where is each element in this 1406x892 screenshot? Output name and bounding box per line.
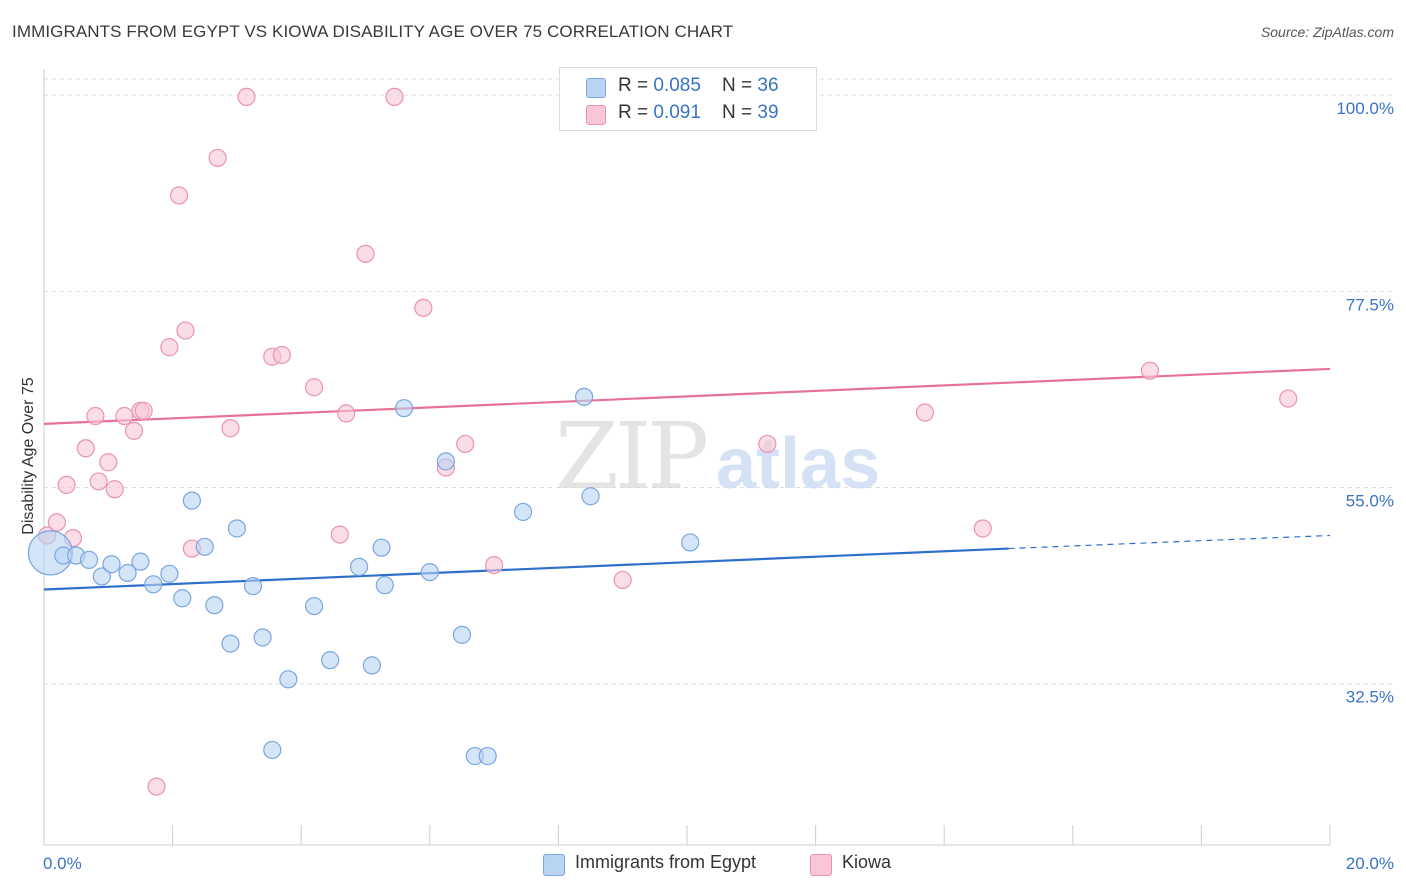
point-egypt xyxy=(304,596,324,616)
point-egypt xyxy=(182,491,201,510)
point-egypt xyxy=(144,575,163,594)
point-kiowa xyxy=(272,345,292,365)
point-kiowa xyxy=(613,570,632,590)
point-kiowa xyxy=(758,434,777,454)
point-kiowa xyxy=(456,434,475,454)
point-egypt xyxy=(452,625,472,644)
point-kiowa xyxy=(115,406,134,426)
point-kiowa xyxy=(221,419,240,438)
point-egypt xyxy=(173,589,192,608)
point-egypt xyxy=(227,519,246,538)
bottom-legend-swatch-pink xyxy=(810,854,832,876)
point-kiowa xyxy=(915,403,935,422)
y-axis-title: Disability Age Over 75 xyxy=(20,377,37,535)
point-egypt xyxy=(205,596,224,615)
point-kiowa xyxy=(124,421,144,440)
point-egypt xyxy=(321,651,340,670)
point-egypt xyxy=(253,628,272,647)
point-egypt xyxy=(263,740,282,760)
correlation-legend: R = 0.085 N = 36 R = 0.091 N = 39 xyxy=(559,67,817,131)
point-kiowa xyxy=(973,519,992,538)
point-kiowa xyxy=(134,401,153,420)
point-kiowa xyxy=(89,472,108,491)
point-egypt xyxy=(362,656,382,675)
legend-n-value: 36 xyxy=(757,75,779,96)
point-egypt xyxy=(575,387,594,406)
y-tick-label: 77.5% xyxy=(1346,295,1394,314)
trend-line-kiowa xyxy=(43,367,1331,425)
legend-n-label: N = xyxy=(722,75,758,96)
point-egypt xyxy=(581,487,600,506)
bottom-legend-label-kiowa: Kiowa xyxy=(842,852,892,872)
point-kiowa xyxy=(385,87,404,107)
point-egypt xyxy=(221,634,240,653)
watermark-zip: ZIP xyxy=(555,403,706,510)
point-egypt xyxy=(681,533,700,552)
point-kiowa xyxy=(160,338,179,357)
point-kiowa xyxy=(169,186,189,205)
point-egypt xyxy=(436,452,455,471)
legend-swatch-blue xyxy=(586,78,606,98)
point-kiowa xyxy=(485,556,504,575)
watermark-atlas: atlas xyxy=(716,424,880,504)
point-kiowa xyxy=(99,453,118,472)
point-egypt xyxy=(243,576,263,596)
point-kiowa xyxy=(330,525,349,544)
legend-r-value: 0.091 xyxy=(653,102,701,123)
bottom-legend-label-egypt: Immigrants from Egypt xyxy=(575,852,757,872)
point-egypt xyxy=(79,550,99,569)
point-kiowa xyxy=(86,406,105,426)
point-egypt xyxy=(349,557,369,576)
legend-r-label: R = xyxy=(618,102,654,123)
point-kiowa xyxy=(176,321,195,340)
point-egypt xyxy=(279,670,298,689)
bottom-legend-swatch-blue xyxy=(543,854,565,876)
point-kiowa xyxy=(76,439,95,458)
point-kiowa xyxy=(1140,361,1160,380)
point-kiowa xyxy=(147,777,166,796)
point-kiowa xyxy=(57,475,76,495)
x-tick-label-1: 20.0% xyxy=(1346,854,1394,873)
y-tick-label: 100.0% xyxy=(1336,99,1394,118)
point-egypt xyxy=(160,564,179,583)
legend-swatch-pink xyxy=(586,105,606,125)
y-tick-label: 55.0% xyxy=(1346,492,1394,511)
source-label: Source: ZipAtlas.com xyxy=(1260,24,1394,40)
x-tick-label-0: 0.0% xyxy=(43,854,82,873)
point-egypt xyxy=(513,502,533,522)
legend-n-label: N = xyxy=(722,102,758,123)
point-egypt xyxy=(102,555,121,574)
legend-r-label: R = xyxy=(618,75,654,96)
point-kiowa xyxy=(304,378,324,397)
trend-line-egypt-extension xyxy=(1008,534,1331,550)
point-egypt xyxy=(372,538,391,557)
point-egypt xyxy=(420,562,439,582)
point-egypt xyxy=(131,552,150,571)
point-kiowa xyxy=(1279,389,1298,408)
chart-title: IMMIGRANTS FROM EGYPT VS KIOWA DISABILIT… xyxy=(12,22,734,41)
point-kiowa xyxy=(105,480,124,499)
point-egypt xyxy=(195,537,214,556)
point-egypt xyxy=(118,563,137,583)
point-kiowa xyxy=(47,513,66,532)
y-tick-label: 32.5% xyxy=(1346,688,1394,707)
point-egypt xyxy=(394,399,414,418)
point-kiowa xyxy=(237,87,256,107)
point-egypt xyxy=(478,746,497,766)
legend-n-value: 39 xyxy=(757,102,779,123)
point-egypt xyxy=(375,576,394,595)
point-kiowa xyxy=(337,404,356,423)
trend-line-egypt xyxy=(43,547,1009,591)
point-egypt xyxy=(92,567,111,586)
point-kiowa xyxy=(356,244,375,263)
point-kiowa xyxy=(208,148,227,168)
legend-r-value: 0.085 xyxy=(653,75,701,96)
point-kiowa xyxy=(414,298,433,318)
